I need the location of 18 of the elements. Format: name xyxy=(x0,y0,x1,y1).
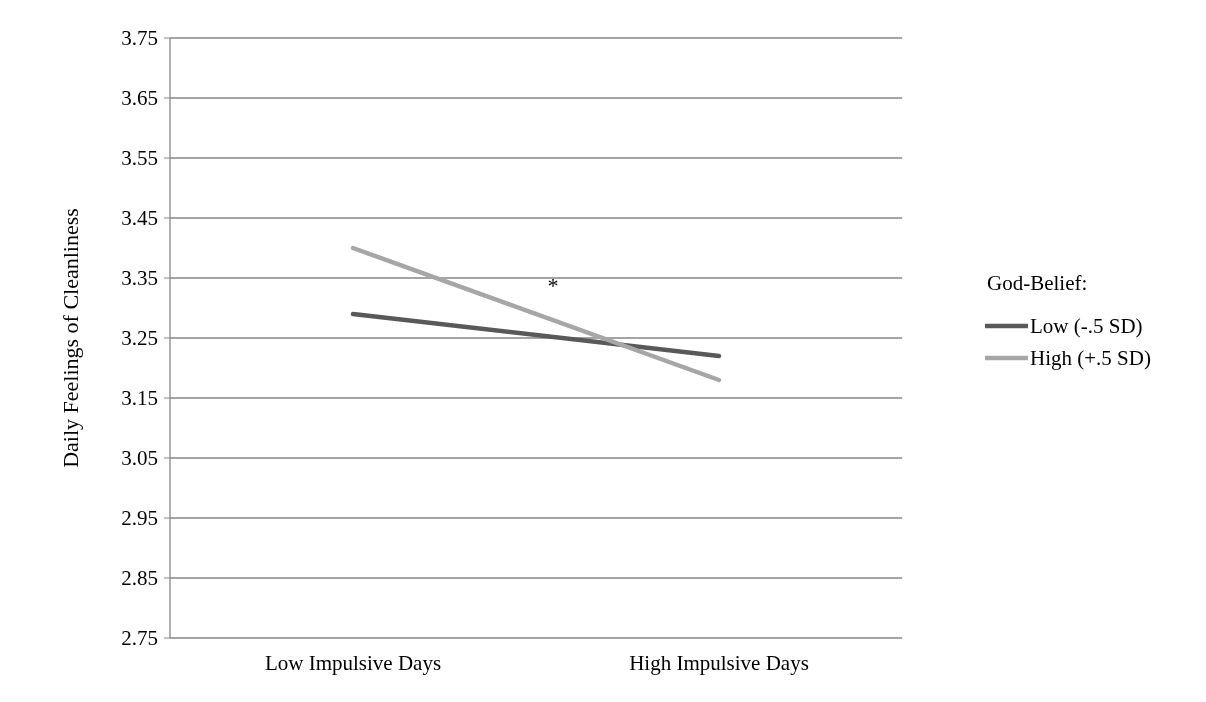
y-tick-label: 3.55 xyxy=(121,146,158,171)
x-tick-label: High Impulsive Days xyxy=(629,651,809,675)
legend-label: High (+.5 SD) xyxy=(1030,346,1151,371)
y-tick-label: 3.65 xyxy=(121,86,158,111)
y-tick-label: 3.35 xyxy=(121,266,158,291)
y-tick-label: 2.95 xyxy=(121,506,158,531)
x-tick-label: Low Impulsive Days xyxy=(264,651,442,675)
y-tick-label: 2.85 xyxy=(121,566,158,591)
y-tick-label: 3.25 xyxy=(121,326,158,351)
y-tick-label: 3.05 xyxy=(121,446,158,471)
y-axis-title: Daily Feelings of Cleanliness xyxy=(57,208,83,468)
annotation: * xyxy=(547,273,559,298)
legend-title: God-Belief: xyxy=(987,271,1088,295)
y-tick-label: 3.75 xyxy=(121,26,158,51)
y-tick-label: 2.75 xyxy=(121,626,158,651)
legend-label: Low (-.5 SD) xyxy=(1030,314,1143,339)
y-tick-label: 3.15 xyxy=(121,386,158,411)
y-tick-label: 3.45 xyxy=(121,206,158,231)
